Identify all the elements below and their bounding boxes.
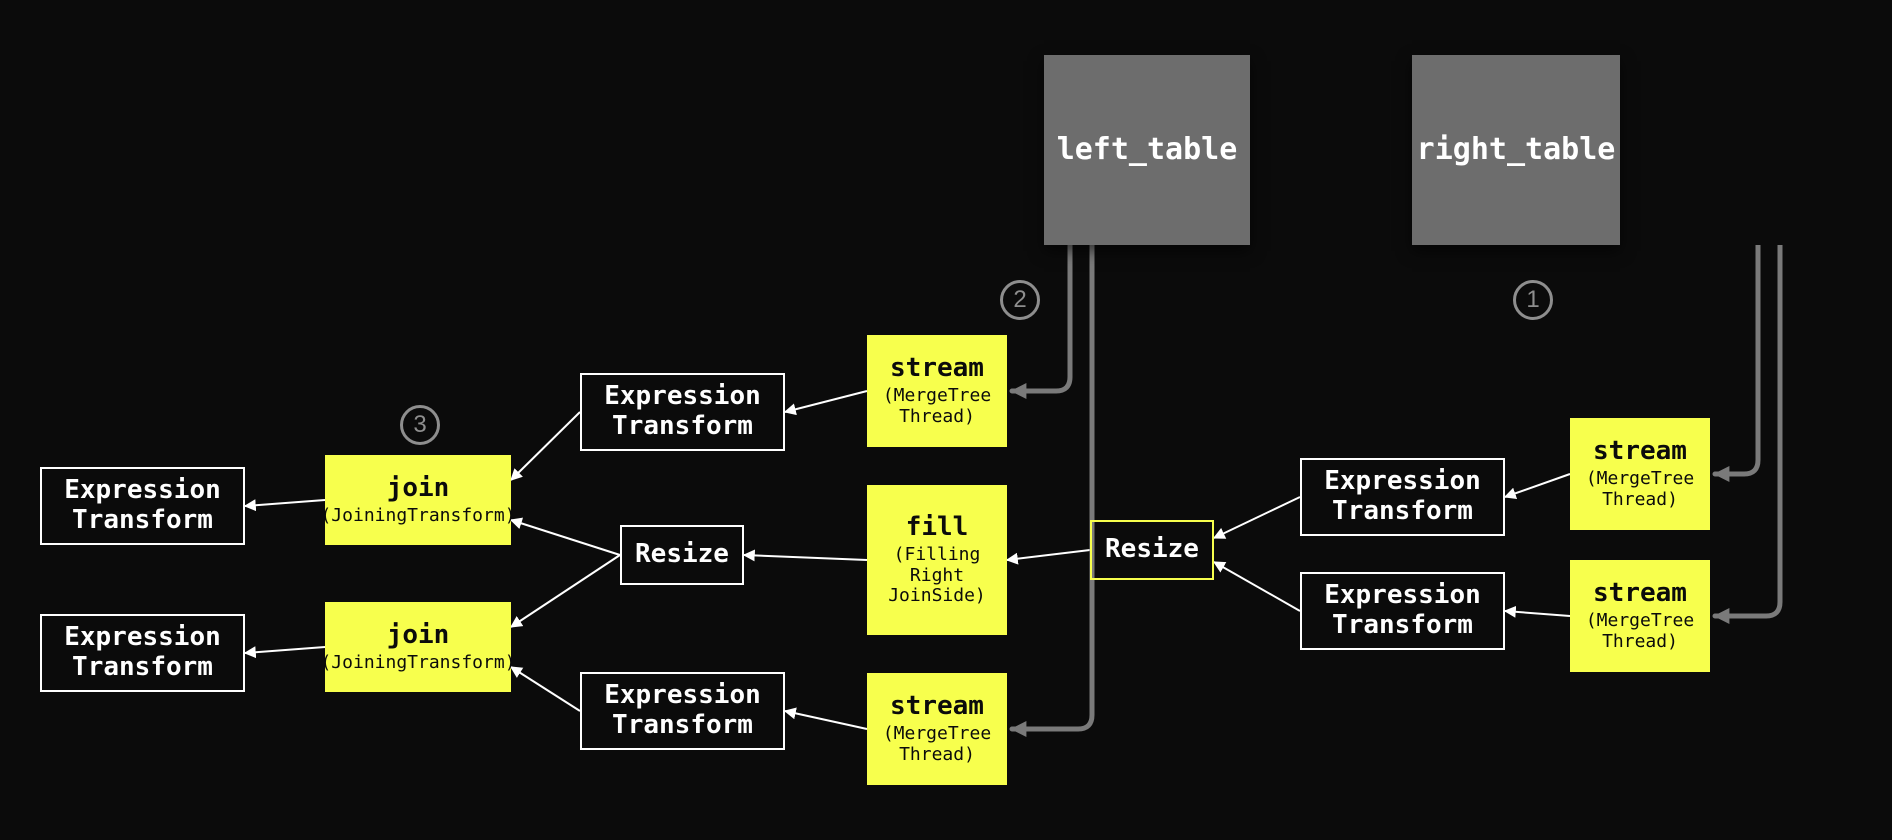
node-subtitle: (JoiningTransform) bbox=[320, 506, 515, 527]
pipeline-edge bbox=[245, 647, 325, 653]
node-title: join bbox=[387, 621, 450, 651]
node-subtitle: (MergeTree Thread) bbox=[883, 724, 991, 765]
node-title: stream bbox=[890, 692, 984, 722]
node-title: Resize bbox=[635, 540, 729, 570]
step-badge-2: 2 bbox=[1000, 280, 1040, 320]
node-title: Expression Transform bbox=[604, 382, 761, 442]
node-resize_l: Resize bbox=[620, 525, 744, 585]
node-stream_l1: stream(MergeTree Thread) bbox=[867, 335, 1007, 447]
node-fill: fill(Filling Right JoinSide) bbox=[867, 485, 1007, 635]
pipeline-edge bbox=[1007, 550, 1090, 560]
pipeline-edge bbox=[1505, 474, 1570, 497]
node-et_out_top: Expression Transform bbox=[40, 467, 245, 545]
node-left_table: left_table bbox=[1044, 55, 1250, 245]
node-title: left_table bbox=[1057, 133, 1238, 168]
step-badge-1: 1 bbox=[1513, 280, 1553, 320]
node-join_top: join(JoiningTransform) bbox=[325, 455, 511, 545]
node-title: stream bbox=[1593, 437, 1687, 467]
node-subtitle: (MergeTree Thread) bbox=[883, 386, 991, 427]
diagram-stage: left_table right_table Expression Transfor… bbox=[0, 0, 1892, 840]
node-title: Resize bbox=[1105, 535, 1199, 565]
pipeline-edge bbox=[511, 667, 580, 711]
node-title: stream bbox=[890, 354, 984, 384]
pipeline-edge bbox=[511, 412, 580, 480]
pipeline-edge bbox=[744, 555, 867, 560]
node-title: fill bbox=[906, 513, 969, 543]
node-title: Expression Transform bbox=[64, 623, 221, 683]
pipeline-edge bbox=[511, 555, 620, 627]
pipeline-edge bbox=[1505, 611, 1570, 616]
flow-edge bbox=[1012, 248, 1092, 729]
node-title: Expression Transform bbox=[1324, 467, 1481, 527]
node-stream_r1: stream(MergeTree Thread) bbox=[1570, 418, 1710, 530]
node-et_out_bot: Expression Transform bbox=[40, 614, 245, 692]
badge-label: 1 bbox=[1526, 286, 1539, 314]
node-et_mid_bot: Expression Transform bbox=[580, 672, 785, 750]
node-et_r_bot: Expression Transform bbox=[1300, 572, 1505, 650]
node-et_mid_top: Expression Transform bbox=[580, 373, 785, 451]
node-title: stream bbox=[1593, 579, 1687, 609]
flow-edge bbox=[1715, 248, 1780, 616]
node-title: right_table bbox=[1417, 133, 1616, 168]
node-title: join bbox=[387, 474, 450, 504]
badge-label: 2 bbox=[1013, 286, 1026, 314]
node-subtitle: (Filling Right JoinSide) bbox=[888, 545, 986, 607]
node-stream_r2: stream(MergeTree Thread) bbox=[1570, 560, 1710, 672]
node-subtitle: (JoiningTransform) bbox=[320, 653, 515, 674]
pipeline-edge bbox=[785, 391, 867, 412]
node-et_r_top: Expression Transform bbox=[1300, 458, 1505, 536]
node-title: Expression Transform bbox=[604, 681, 761, 741]
pipeline-edge bbox=[785, 711, 867, 729]
node-title: Expression Transform bbox=[1324, 581, 1481, 641]
node-subtitle: (MergeTree Thread) bbox=[1586, 469, 1694, 510]
node-resize_r: Resize bbox=[1090, 520, 1214, 580]
pipeline-edge bbox=[1214, 562, 1300, 611]
pipeline-edge bbox=[245, 500, 325, 506]
step-badge-3: 3 bbox=[400, 405, 440, 445]
node-stream_l2: stream(MergeTree Thread) bbox=[867, 673, 1007, 785]
node-right_table: right_table bbox=[1412, 55, 1620, 245]
node-subtitle: (MergeTree Thread) bbox=[1586, 611, 1694, 652]
badge-label: 3 bbox=[413, 411, 426, 439]
flow-edge bbox=[1715, 248, 1758, 474]
node-title: Expression Transform bbox=[64, 476, 221, 536]
pipeline-edge bbox=[1214, 497, 1300, 538]
node-join_bot: join(JoiningTransform) bbox=[325, 602, 511, 692]
pipeline-edge bbox=[511, 520, 620, 555]
